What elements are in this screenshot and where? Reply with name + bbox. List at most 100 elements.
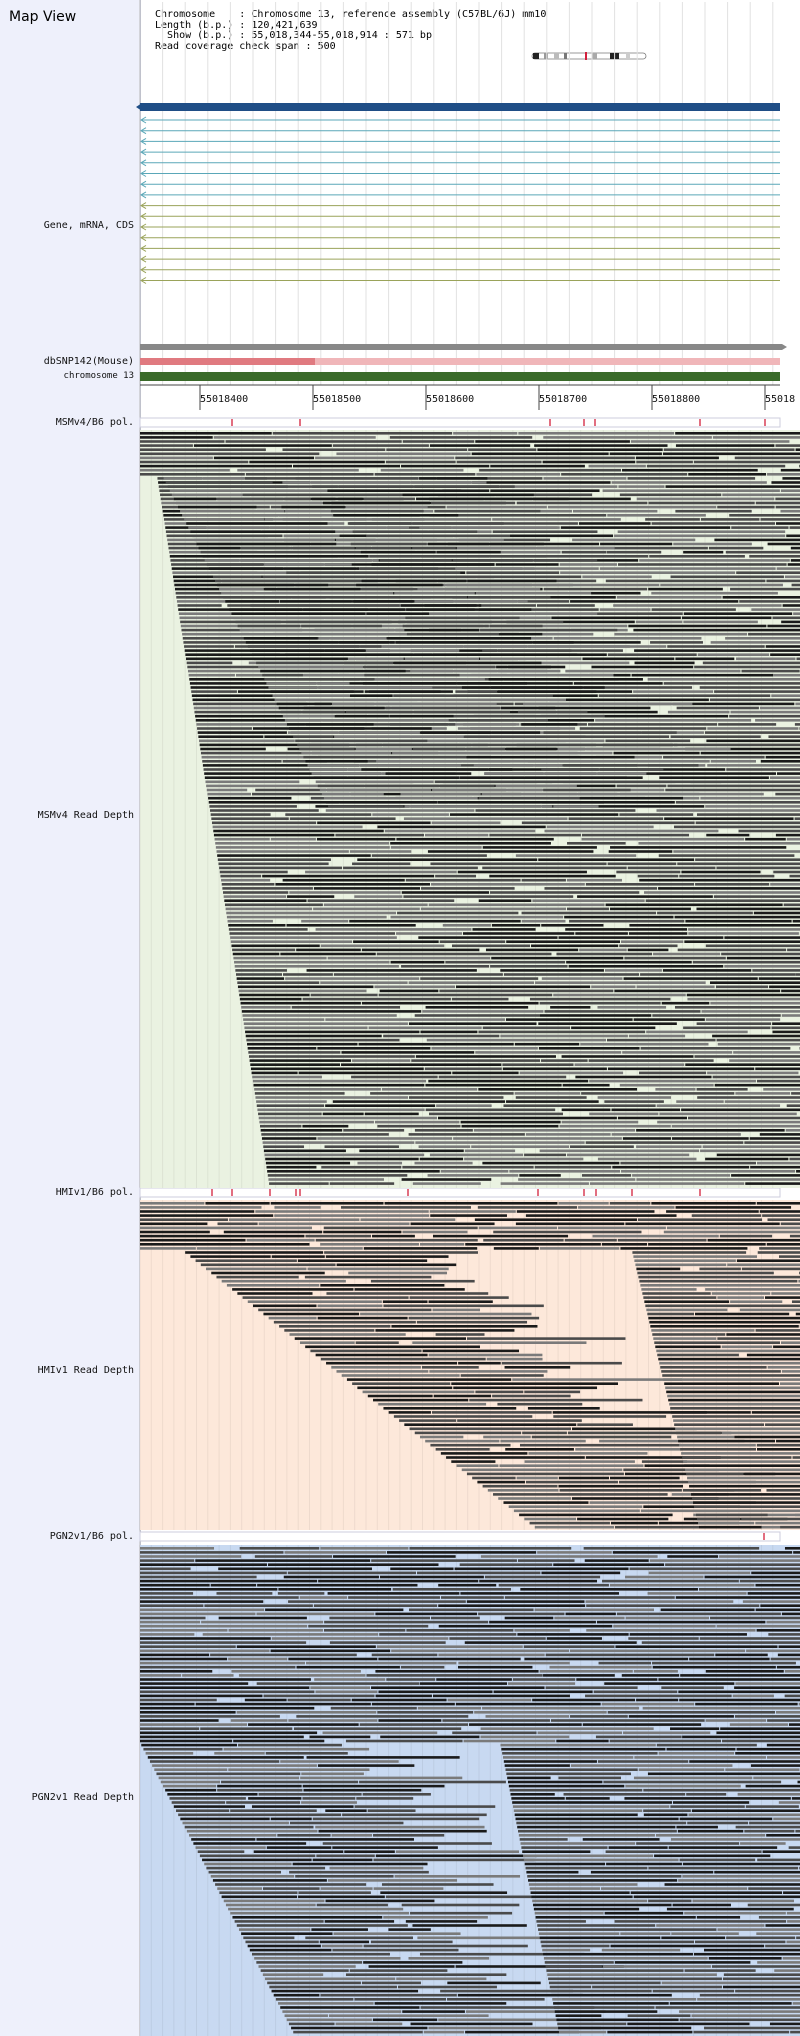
read-bar: [385, 706, 500, 710]
read-bar: [618, 485, 665, 488]
read-bar: [604, 969, 662, 972]
read-bar: [630, 440, 790, 443]
show-label: Show (b.p.): [167, 30, 234, 41]
read-bar: [453, 1137, 622, 1140]
read-bar: [260, 1129, 343, 1132]
read-bar: [317, 1304, 383, 1308]
read-bar: [251, 1071, 298, 1075]
read-bar: [260, 669, 406, 673]
read-bar: [560, 526, 731, 529]
read-bar: [538, 1047, 640, 1050]
read-bar: [640, 973, 796, 976]
read-bar: [780, 1222, 800, 1226]
read-bar: [217, 1222, 258, 1226]
read-bar: [605, 579, 766, 583]
read-bar: [453, 1386, 598, 1390]
read-bar: [335, 2022, 403, 2026]
read-bar: [689, 1657, 770, 1661]
read-bar: [262, 1973, 324, 1976]
read-bar: [524, 1657, 689, 1661]
read-bar: [519, 632, 594, 636]
read-bar: [791, 583, 800, 587]
read-bar: [239, 628, 405, 632]
read-bar: [515, 1222, 625, 1226]
read-bar: [435, 874, 477, 878]
read-bar: [561, 550, 607, 554]
read-bar: [362, 1793, 431, 1796]
read-bar: [595, 1735, 682, 1739]
read-bar: [745, 1182, 800, 1185]
read-bar: [475, 809, 636, 812]
read-bar: [210, 813, 271, 816]
read-bar: [317, 1137, 453, 1140]
read-bar: [767, 1719, 800, 1722]
read-bar: [264, 1153, 425, 1157]
read-bar: [321, 1165, 402, 1169]
read-bar: [666, 1390, 800, 1394]
read-bar: [140, 460, 249, 464]
read-bar: [492, 530, 598, 533]
read-bar: [559, 760, 710, 763]
read-bar: [284, 719, 449, 722]
read-bar: [250, 1063, 341, 1066]
read-bar: [775, 505, 800, 509]
read-bar: [697, 1517, 741, 1521]
read-bar: [267, 1170, 440, 1173]
read-bar: [716, 1038, 800, 1042]
read-bar: [591, 985, 636, 989]
read-bar: [256, 1612, 375, 1616]
read-bar: [531, 1435, 672, 1439]
read-bar: [210, 1583, 257, 1587]
read-bar: [675, 801, 800, 804]
read-bar: [332, 1846, 438, 1849]
read-bar: [140, 1633, 195, 1636]
coverage-label: Read coverage check span: [155, 40, 300, 52]
read-bar: [272, 432, 453, 435]
read-bar: [678, 1690, 800, 1694]
read-bar: [329, 1616, 430, 1620]
read-bar: [567, 1153, 690, 1157]
read-bar: [269, 1985, 397, 1989]
read-bar: [261, 1137, 317, 1140]
read-bar: [140, 1694, 263, 1698]
read-bar: [314, 1678, 386, 1681]
read-bar: [547, 505, 717, 509]
read-bar: [288, 1657, 378, 1661]
read-bar: [539, 1247, 620, 1250]
read-bar: [705, 944, 800, 948]
read-bar: [714, 538, 800, 542]
read-bar: [380, 468, 464, 472]
read-bar: [355, 1341, 399, 1344]
read-bar: [759, 706, 800, 710]
read-bar: [313, 887, 421, 890]
read-bar: [310, 1349, 422, 1353]
read-bar: [171, 1801, 226, 1804]
read-bar: [700, 751, 800, 755]
read-bar: [305, 1234, 372, 1238]
read-bar: [140, 1604, 204, 1607]
read-bar: [420, 698, 566, 702]
read-bar: [243, 1022, 408, 1025]
read-bar: [766, 1243, 800, 1246]
read-bar: [213, 833, 335, 837]
chromosome-ideogram[interactable]: [530, 52, 650, 60]
read-bar: [286, 723, 374, 726]
read-bar: [525, 1133, 611, 1136]
read-bar: [763, 1088, 800, 1091]
read-bar: [422, 1010, 544, 1013]
read-bar: [787, 948, 800, 952]
read-bar: [248, 1723, 359, 1726]
read-bar: [230, 1911, 410, 1915]
read-bar: [590, 1870, 714, 1874]
read-bar: [544, 780, 722, 784]
read-bar: [237, 624, 301, 628]
read-bar: [716, 1624, 800, 1628]
read-bar: [576, 1678, 658, 1681]
read-bar: [375, 1670, 539, 1673]
read-bar: [628, 1637, 699, 1640]
read-bar: [225, 1903, 316, 1907]
read-bar: [428, 903, 605, 907]
read-bar: [257, 1108, 425, 1112]
read-bar: [316, 1854, 375, 1858]
